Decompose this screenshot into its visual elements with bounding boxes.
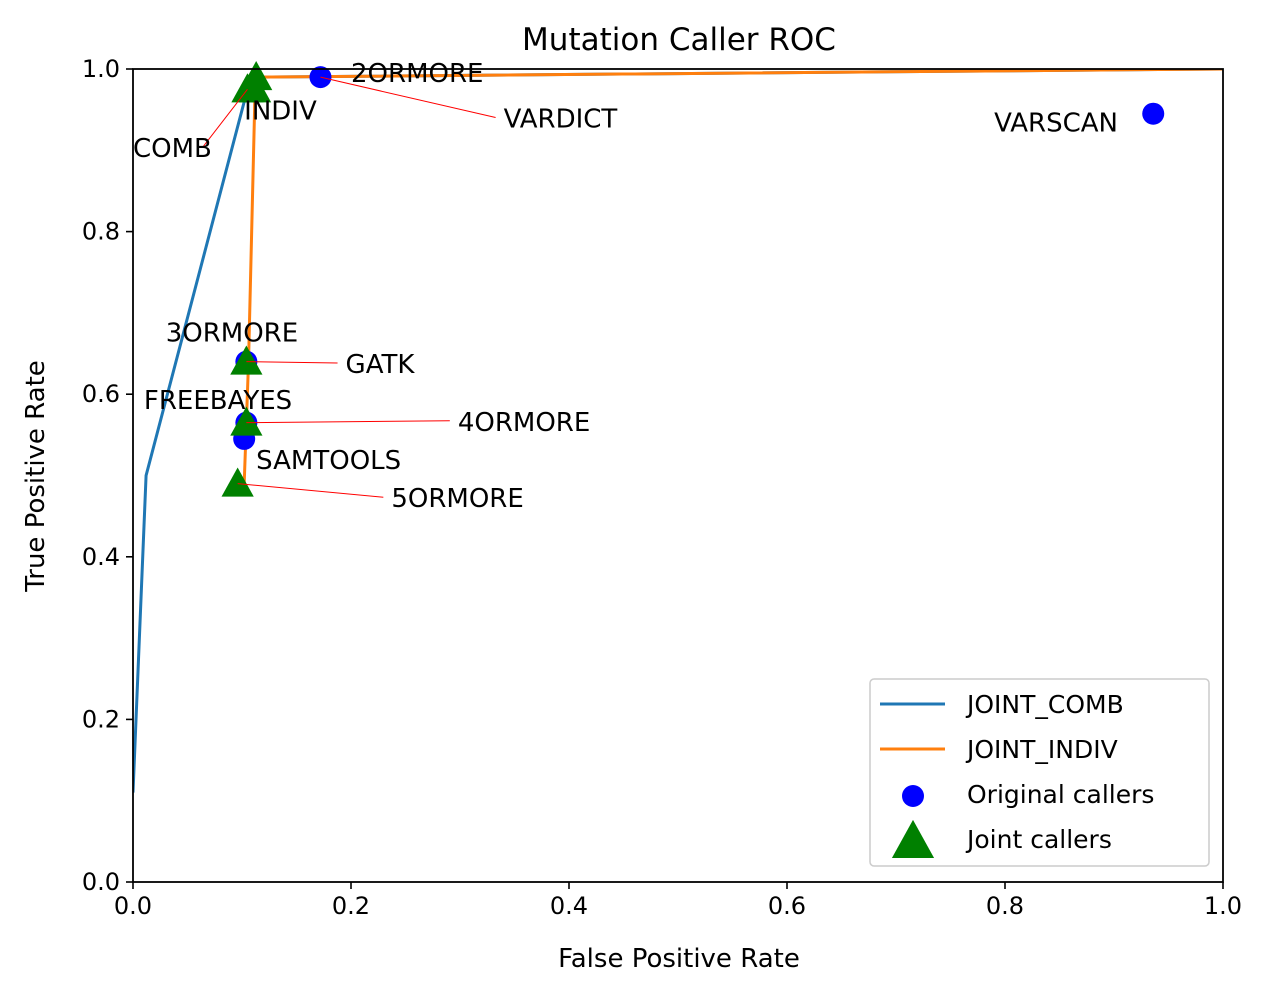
annotation-gatk: GATK — [346, 350, 416, 380]
y-axis-label: True Positive Rate — [21, 360, 51, 593]
legend-label-original-callers: Original callers — [967, 780, 1154, 809]
leader-5ormore — [237, 483, 384, 498]
point-3ormore — [230, 345, 263, 375]
y-tick-label: 0.6 — [82, 380, 120, 408]
point-2ormore — [240, 61, 273, 91]
chart-title: Mutation Caller ROC — [522, 22, 836, 58]
marker-layer — [221, 61, 1165, 497]
annotation-indiv: INDIV — [244, 96, 317, 126]
annotation-3ormore: 3ORMORE — [166, 318, 298, 348]
leader-comb — [202, 89, 248, 148]
legend-box — [869, 678, 1210, 867]
legend-label-joint-indiv: JOINT_INDIV — [965, 735, 1118, 764]
y-tick-label: 1.0 — [82, 55, 120, 83]
legend-swatch-joint-callers — [891, 819, 935, 858]
legend-swatch-original-callers — [902, 785, 924, 807]
point-5ormore — [221, 467, 254, 497]
point-varscan — [1142, 102, 1165, 125]
annotation-vardict: VARDICT — [504, 105, 618, 135]
point-4ormore — [230, 406, 263, 436]
annotation-2ormore: 2ORMORE — [351, 59, 483, 89]
x-tick-label: 0.4 — [550, 892, 588, 920]
annotation-4ormore: 4ORMORE — [458, 408, 590, 438]
annotation-varscan: VARSCAN — [994, 109, 1118, 139]
x-tick-label: 0.8 — [986, 892, 1024, 920]
y-tick-label: 0.0 — [82, 868, 120, 896]
leader-vardict — [320, 76, 496, 119]
y-tick-label: 0.2 — [82, 705, 120, 733]
legend: JOINT_COMB JOINT_INDIV Original callers Joi… — [869, 678, 1210, 867]
axes-frame — [132, 68, 1224, 883]
annotation-freebayes: FREEBAYES — [144, 386, 292, 416]
legend-label-joint-callers: Joint callers — [965, 825, 1112, 854]
annotation-samtools: SAMTOOLS — [256, 446, 401, 476]
leader-gatk — [246, 361, 338, 364]
y-tick-label: 0.4 — [82, 543, 120, 571]
annotation-comb: COMB — [133, 134, 212, 164]
x-tick-label: 1.0 — [1204, 892, 1242, 920]
x-tick-label: 0.6 — [768, 892, 806, 920]
x-tick-label: 0.2 — [332, 892, 370, 920]
x-axis-label: False Positive Rate — [558, 944, 800, 974]
annotation-5ormore: 5ORMORE — [391, 484, 523, 514]
leader-4ormore — [246, 420, 450, 424]
plot-area: 0.0 0.2 0.4 0.6 0.8 1.0 0.0 0.2 0.4 0.6 0.8 1.0 2ORM… — [82, 55, 1242, 920]
x-tick-label: 0.0 — [114, 892, 152, 920]
legend-label-joint-comb: JOINT_COMB — [965, 690, 1124, 719]
y-tick-label: 0.8 — [82, 218, 120, 246]
